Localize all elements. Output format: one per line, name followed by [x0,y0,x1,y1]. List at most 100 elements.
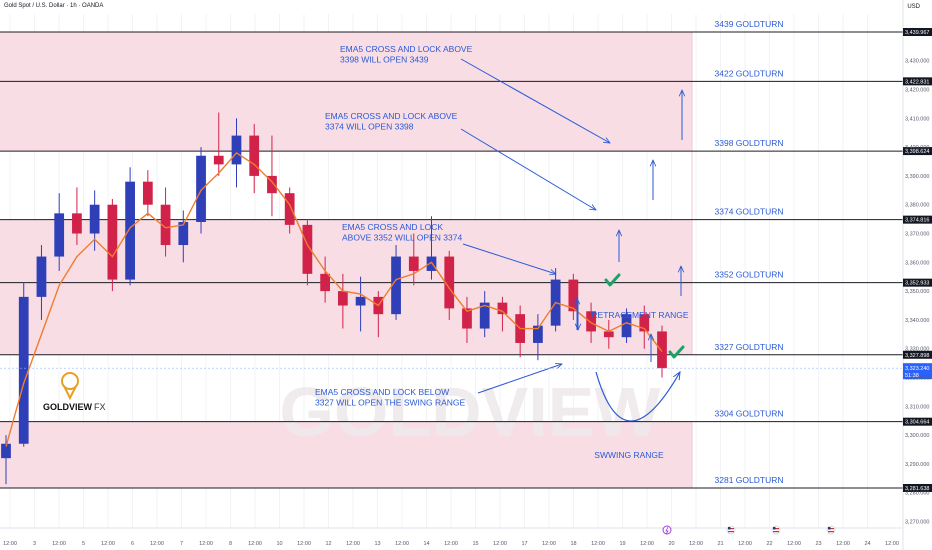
candle-body [355,296,366,306]
x-tick-label: 12:00 [199,541,213,547]
y-tick-label: 3,340.000 [905,318,929,324]
lightning-bolt [665,526,669,535]
x-tick-label: 24 [864,541,870,547]
level-label: 3398 GOLDTURN [715,138,784,148]
y-tick-label: 3,290.000 [905,462,929,468]
candle-body [657,331,667,369]
y-tick-label: 3,310.000 [905,404,929,410]
candle [337,273,348,329]
x-tick-label: 23 [815,541,821,547]
last-price-tag [903,363,932,380]
candle-body [249,135,260,176]
logo-ring [61,372,79,390]
x-tick-label: 17 [521,541,527,547]
price-tag-label: 3,352.933 [905,281,929,287]
us-flag-canton [773,527,776,530]
price-tag [903,215,932,224]
annotation-text: 3374 WILL OPEN 3398 [325,122,414,132]
candle [284,187,295,234]
candle-body [160,204,171,246]
check-icon [668,345,685,359]
candle-body [107,204,118,280]
swing-range-curve [595,372,680,422]
candle-body [568,279,579,312]
zone [0,32,692,152]
candle [249,124,260,194]
logo-suffix: FX [94,402,106,412]
candle [213,112,224,176]
x-tick-label: 12:00 [836,541,850,547]
us-flag-canton [728,527,731,530]
us-flag-stripe [728,531,734,533]
annotation-text: ABOVE 3352 WILL OPEN 3374 [342,233,462,243]
goldview-logo: GOLDVIEW FX [43,372,106,412]
candle-body [586,311,596,332]
candle-body [621,314,632,338]
annotation-text: 3398 WILL OPEN 3439 [340,55,429,65]
x-tick-label: 12:00 [787,541,801,547]
candle [302,219,313,286]
candle-body [639,314,650,332]
y-tick-label: 3,370.000 [905,232,929,238]
candle-body [18,296,29,444]
price-tag [903,77,932,86]
x-tick-label: 5 [82,541,85,547]
candle [72,187,82,246]
y-tick-label: 3,350.000 [905,289,929,295]
candle-body [125,181,135,280]
price-tag [903,484,932,492]
logo-pin [63,385,77,401]
x-tick-label: 13 [374,541,380,547]
candle-body [444,256,455,309]
candle [408,233,419,286]
annotation-text: EMA5 CROSS AND LOCK [342,222,443,232]
level-label: 3327 GOLDTURN [715,342,784,352]
annotation-arrow [460,58,610,143]
candle [89,190,100,251]
annotation-text: SWWING RANGE [594,450,664,460]
y-tick-label: 3,430.000 [905,59,929,65]
price-tag [903,350,932,359]
level-label: 3352 GOLDTURN [715,270,784,280]
y-tick-label: 3,280.000 [905,491,929,497]
price-tag-label: 3,398.624 [905,149,929,155]
logo-text: GOLDVIEW FX [43,402,106,412]
x-tick-label: 15 [472,541,478,547]
x-tick-label: 12:00 [297,541,311,547]
x-tick-label: 12 [325,541,331,547]
x-tick-label: 21 [717,541,723,547]
candle-body [497,302,508,315]
y-tick-label: 3,270.000 [905,520,929,526]
y-tick-label: 3,380.000 [905,203,929,209]
y-tick-label: 3,420.000 [905,88,929,94]
price-axis [902,0,932,550]
candle-body [302,224,313,274]
watermark: GOLDVIEW [279,373,660,451]
x-tick-label: 10 [276,541,282,547]
symbol-title: Gold Spot / U.S. Dollar · 1h · OANDA [4,3,104,9]
candle [568,273,579,320]
x-tick-label: 20 [668,541,674,547]
check-icon [604,273,621,287]
annotation-arrow [477,364,562,394]
annotation-text: EMA5 CROSS AND LOCK ABOVE [340,44,473,54]
price-tag [903,147,932,156]
candle-body [533,325,543,343]
x-tick-label: 12:00 [150,541,164,547]
x-tick-label: 22 [766,541,772,547]
level-label: 3439 GOLDTURN [715,19,784,29]
candle-body [213,155,224,165]
x-tick-label: 12:00 [52,541,66,547]
candle [639,305,650,349]
annotation-text: EMA5 CROSS AND LOCK ABOVE [325,111,458,121]
countdown-label: 51:38 [905,373,919,379]
annotation-text: EMA5 CROSS AND LOCK BELOW [315,387,449,397]
candle-body [337,291,348,306]
price-tag-label: 3,439.967 [905,30,929,36]
candle [1,435,11,485]
price-tag-label: 3,374.816 [905,218,929,224]
candle-body [54,213,65,257]
zone [0,421,692,488]
